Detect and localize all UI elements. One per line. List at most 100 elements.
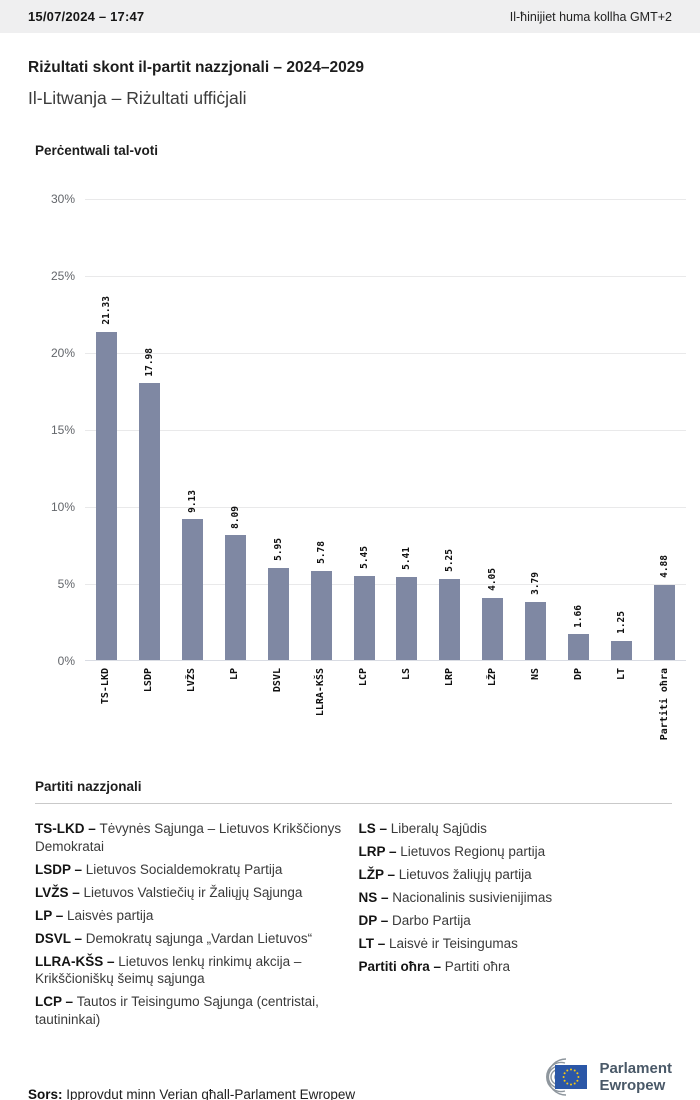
bar-DP: [568, 634, 590, 660]
x-axis-label: LLRA-KŠS: [315, 668, 327, 717]
y-tick-label: 0%: [57, 654, 75, 668]
party-name: Darbo Partija: [392, 913, 471, 928]
bar-value-label: 4.05: [487, 567, 499, 591]
bar-LRP: [439, 579, 461, 660]
party-name: Lietuvos Socialdemokratų Partija: [85, 861, 283, 877]
x-axis-label: DSVL: [272, 668, 284, 693]
legend-column-right: LS – Liberalų Sąjūdis LRP – Lietuvos Regi…: [359, 820, 673, 1034]
party-abbr: Partiti oħra –: [358, 959, 445, 974]
bar-value-label: 8.09: [229, 505, 241, 529]
y-tick-label: 5%: [57, 577, 75, 591]
legend-entry: LSDP – Lietuvos Socialdemokratų Partija: [35, 861, 349, 879]
bar-value-label: 5.78: [315, 541, 327, 564]
x-axis-label: LŽP: [486, 668, 498, 687]
bar-LS: [396, 576, 418, 660]
main-content: Riżultati skont il-partit nazzjonali – 2…: [0, 58, 700, 1100]
legend-entry: DSVL – Demokratų sąjunga „Vardan Lietuvo…: [35, 930, 349, 948]
legend-column-left: TS-LKD – Tėvynės Sąjunga – Lietuvos Krik…: [35, 820, 349, 1034]
gridline: [85, 430, 686, 431]
y-tick-label: 15%: [50, 423, 75, 437]
x-axis-label: LT: [615, 668, 627, 681]
page-title: Riżultati skont il-partit nazzjonali – 2…: [28, 59, 364, 76]
legend-entry: Partiti oħra – Partiti oħra: [359, 958, 673, 976]
datetime-label: 15/07/2024 – 17:47: [28, 9, 145, 24]
party-name: Liberalų Sąjūdis: [390, 821, 487, 836]
footer: Sors: Ipprovdut minn Verian għall-Parlam…: [28, 1056, 672, 1100]
party-abbr: DP –: [358, 913, 393, 928]
party-name: Lietuvos žaliųjų partija: [398, 867, 532, 882]
party-abbr: LT –: [358, 936, 390, 951]
x-axis-label: LCP: [358, 668, 370, 687]
bar-value-label: 5.95: [272, 538, 284, 562]
legend-divider: [35, 803, 672, 804]
party-abbr: LSDP –: [35, 861, 86, 877]
legend-entry: LŽP – Lietuvos žaliųjų partija: [359, 866, 673, 884]
party-abbr: LP –: [35, 907, 68, 923]
bar-DSVL: [267, 568, 289, 660]
bar-value-label: 5.25: [444, 549, 456, 573]
party-abbr: TS-LKD –: [35, 821, 100, 836]
party-name: Laisvės partija: [67, 907, 154, 923]
party-name: Tėvynės Sąjunga – Lietuvos Krikščionys D…: [35, 821, 342, 854]
bar-LLRA-KŠS: [310, 571, 332, 660]
eu-flag-stars: [563, 1068, 580, 1085]
party-name: Demokratų sąjunga „Vardan Lietuvos“: [85, 930, 313, 946]
party-abbr: NS –: [358, 890, 393, 905]
legend-title: Partiti nazzjonali: [35, 779, 142, 794]
bar-Partiti oħra: [654, 584, 676, 660]
bar-LCP: [353, 576, 375, 660]
x-axis-label: DP: [572, 668, 584, 681]
chart-title: Perċentwali tal-voti: [35, 143, 159, 158]
bar-value-label: 21.33: [100, 295, 112, 325]
party-abbr: LS –: [358, 821, 391, 836]
gridline: [85, 584, 686, 585]
x-axis-label: NS: [529, 668, 541, 681]
bar-LT: [611, 640, 633, 660]
legend-entry: LLRA-KŠS – Lietuvos lenkų rinkimų akcija…: [35, 953, 349, 988]
bar-LP: [224, 535, 246, 660]
x-axis-label: LP: [229, 668, 241, 681]
european-parliament-logo: Parlament Ewropew: [522, 1056, 672, 1100]
party-abbr: LŽP –: [358, 867, 399, 882]
y-tick-label: 30%: [50, 192, 75, 206]
bar-value-label: 3.79: [530, 571, 542, 595]
x-axis-label: LSDP: [143, 668, 155, 693]
bar-chart: 30% 25% 20% 15% 10% 5% 0% 21.33 17.98 9.13 8.09 5.…: [28, 192, 686, 668]
bar-LSDP: [138, 383, 160, 660]
bar-value-label: 1.25: [616, 610, 628, 634]
legend-entry: LT – Laisvė ir Teisingumas: [359, 935, 673, 953]
source-text: Ipprovdut minn Verian għall-Parlament Ew…: [66, 1086, 356, 1100]
party-abbr: LLRA-KŠS –: [35, 953, 119, 969]
gridline: [85, 507, 686, 508]
party-abbr: DSVL –: [35, 930, 86, 946]
y-tick-label: 10%: [50, 500, 75, 514]
bar-TS-LKD: [95, 331, 117, 660]
chart-section: Perċentwali tal-voti 30% 25% 20% 15% 10% 5% 0%…: [28, 143, 686, 765]
header-bar: 15/07/2024 – 17:47 Il-ħinijiet huma koll…: [0, 0, 700, 33]
legend-columns: TS-LKD – Tėvynės Sąjunga – Lietuvos Krik…: [35, 820, 672, 1034]
bar-NS: [525, 601, 547, 660]
logo-wordmark: Parlament Ewropew: [599, 1060, 672, 1094]
plot-area: 21.33 17.98 9.13 8.09 5.95 5.78 5.45 5.41 5.25 4.…: [85, 199, 686, 661]
bar-value-label: 5.41: [401, 546, 413, 570]
gridline: [85, 199, 686, 200]
page-subtitle: Il-Litwanja – Riżultati uffiċjali: [28, 88, 247, 108]
parliament-hemicycle-icon: [546, 1057, 588, 1096]
logo-line2: Ewropew: [599, 1076, 666, 1094]
bar-LVŽS: [181, 519, 203, 660]
source-note: Sors: Ipprovdut minn Verian għall-Parlam…: [28, 1087, 355, 1100]
timezone-note: Il-ħinijiet huma kollha GMT+2: [509, 9, 672, 24]
party-name: Tautos ir Teisingumo Sąjunga (centristai…: [35, 994, 319, 1027]
legend-entry: LRP – Lietuvos Regionų partija: [359, 843, 673, 861]
party-name: Laisvė ir Teisingumas: [389, 936, 518, 951]
bar-value-label: 4.88: [659, 554, 671, 578]
bar-value-label: 5.45: [358, 546, 370, 570]
bar-LŽP: [482, 597, 504, 660]
party-name: Lietuvos Valstiečių ir Žaliųjų Sąjunga: [83, 884, 303, 900]
x-axis-label: LS: [400, 668, 412, 681]
legend-entry: NS – Nacionalinis susivienijimas: [359, 889, 673, 907]
bar-value-label: 9.13: [186, 489, 198, 513]
legend-entry: DP – Darbo Partija: [359, 912, 673, 930]
y-tick-label: 20%: [50, 346, 75, 360]
logo-line1: Parlament: [599, 1059, 672, 1077]
